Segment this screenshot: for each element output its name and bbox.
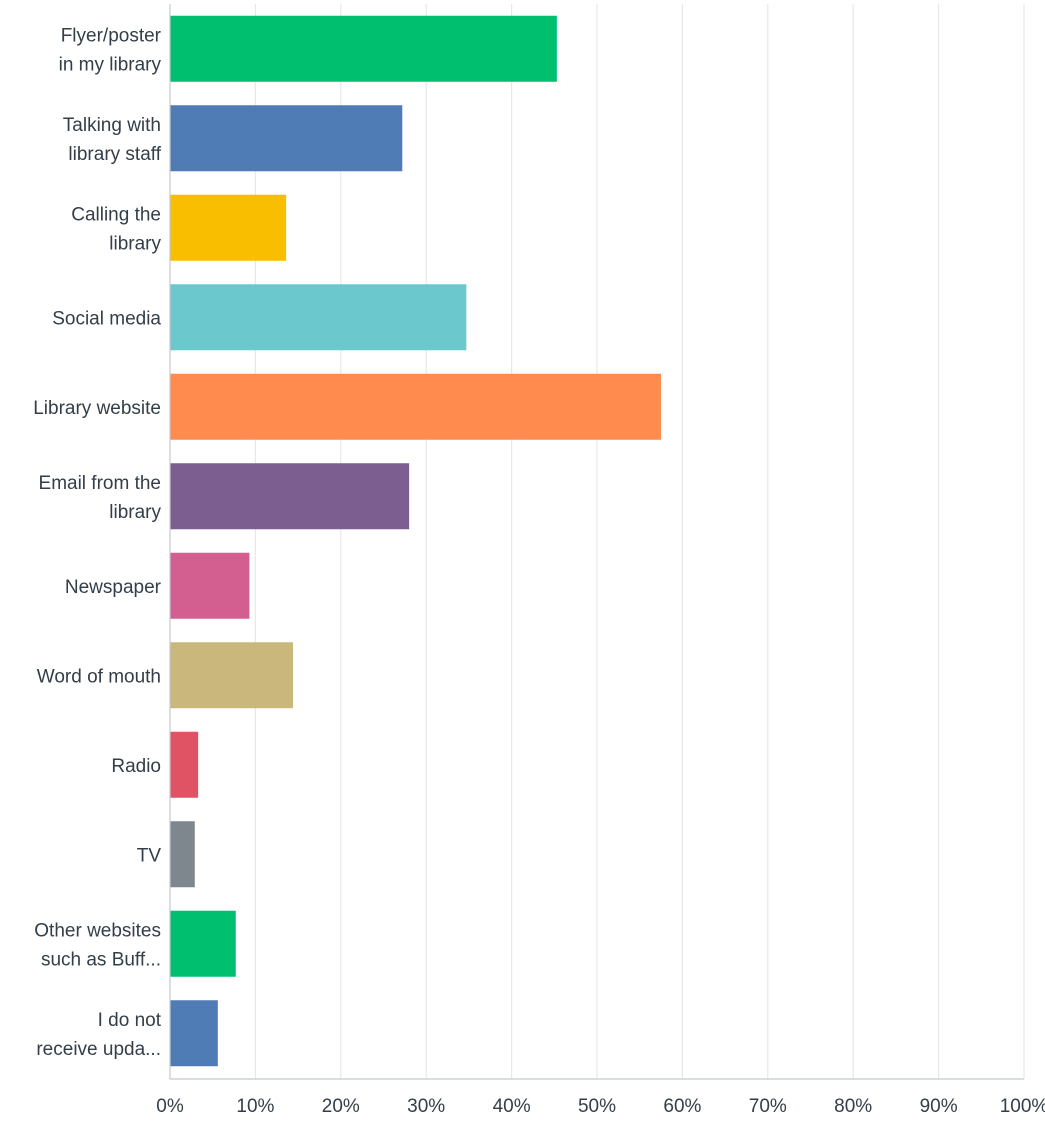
category-label: Calling the — [71, 204, 161, 225]
category-label: Flyer/poster — [61, 25, 162, 46]
category-label: Social media — [52, 308, 161, 329]
x-tick-label: 80% — [834, 1096, 872, 1117]
category-label: in my library — [59, 54, 162, 75]
x-tick-label: 70% — [749, 1096, 787, 1117]
category-label: Radio — [111, 756, 161, 777]
bar[interactable] — [170, 1000, 218, 1067]
category-label: such as Buff... — [41, 949, 161, 970]
bar[interactable] — [170, 463, 410, 530]
x-tick-label: 60% — [663, 1096, 701, 1117]
bars — [170, 15, 662, 1067]
category-label: library — [109, 502, 161, 523]
category-label: receive upda... — [36, 1039, 161, 1060]
x-tick-label: 0% — [156, 1096, 184, 1117]
bar[interactable] — [170, 194, 287, 261]
bar[interactable] — [170, 284, 467, 351]
bar[interactable] — [170, 910, 236, 977]
category-label: Other websites — [34, 920, 161, 941]
gridlines — [254, 4, 1025, 1079]
category-label: Newspaper — [65, 577, 162, 598]
category-label: library staff — [68, 144, 161, 165]
x-tick-label: 10% — [236, 1096, 274, 1117]
bar[interactable] — [170, 373, 662, 440]
bar[interactable] — [170, 15, 557, 82]
category-label: I do not — [98, 1010, 162, 1031]
category-labels: Flyer/poster in my library Talking with lib… — [33, 25, 161, 1060]
category-label: Library website — [33, 398, 161, 419]
bar[interactable] — [170, 731, 199, 798]
x-tick-label: 50% — [578, 1096, 616, 1117]
category-label: Word of mouth — [37, 666, 161, 687]
x-tick-label: 20% — [322, 1096, 360, 1117]
category-label: Talking with — [63, 115, 161, 136]
bar[interactable] — [170, 105, 403, 172]
x-tick-label: 40% — [493, 1096, 531, 1117]
x-tick-label: 100% — [1000, 1096, 1045, 1117]
category-label: Email from the — [39, 473, 161, 494]
category-label: TV — [137, 845, 162, 866]
category-label: library — [109, 233, 161, 254]
bar[interactable] — [170, 821, 195, 888]
x-axis: 0% 10% 20% 30% 40% 50% 60% 70% 80% 90% 100% — [156, 4, 1045, 1117]
bar[interactable] — [170, 642, 293, 709]
x-tick-label: 30% — [407, 1096, 445, 1117]
x-tick-label: 90% — [920, 1096, 958, 1117]
bar[interactable] — [170, 552, 250, 619]
